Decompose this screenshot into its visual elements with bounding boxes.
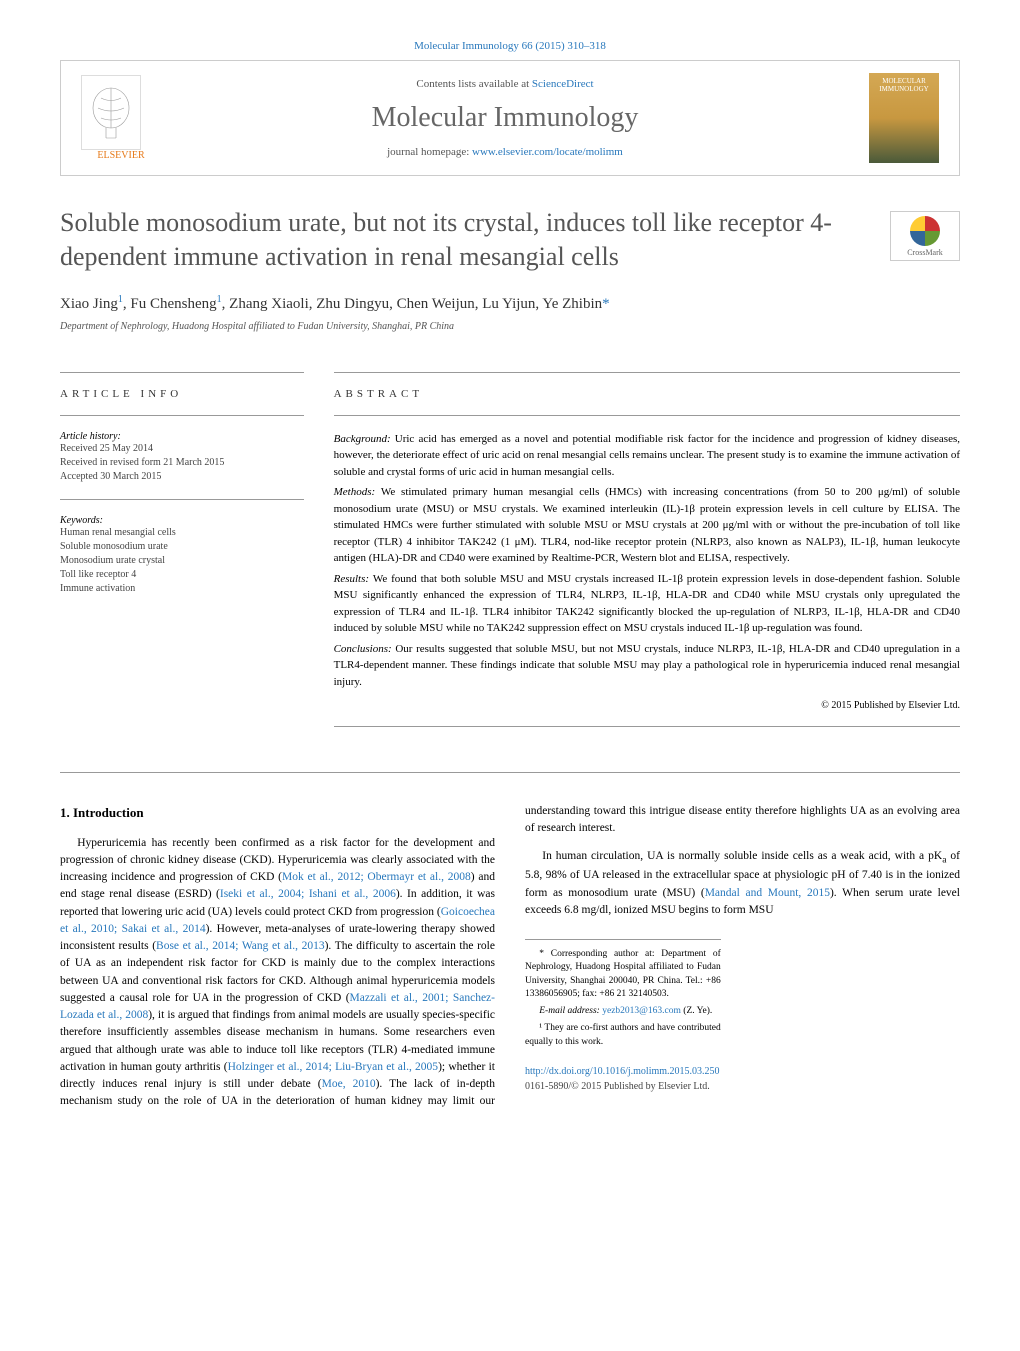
abstract-paragraph: Methods: We stimulated primary human mes… xyxy=(334,484,960,567)
keyword-item: Toll like receptor 4 xyxy=(60,568,304,582)
keyword-item: Soluble monosodium urate xyxy=(60,540,304,554)
article-title: Soluble monosodium urate, but not its cr… xyxy=(60,206,960,274)
keyword-item: Immune activation xyxy=(60,582,304,596)
keywords-label: Keywords: xyxy=(60,515,304,526)
divider xyxy=(60,415,304,416)
keyword-item: Human renal mesangial cells xyxy=(60,526,304,540)
corresponding-author-note: * Corresponding author at: Department of… xyxy=(525,948,721,1001)
divider xyxy=(60,772,960,773)
journal-cover-thumb: MOLECULAR IMMUNOLOGY xyxy=(869,73,939,163)
divider xyxy=(334,726,960,727)
divider xyxy=(60,499,304,500)
crossmark-badge[interactable]: CrossMark xyxy=(890,211,960,261)
title-section: Soluble monosodium urate, but not its cr… xyxy=(60,206,960,274)
history-label: Article history: xyxy=(60,431,304,442)
body-paragraph: In human circulation, UA is normally sol… xyxy=(525,848,960,919)
email-author: (Z. Ye). xyxy=(681,1006,712,1016)
publisher-logo-box: ELSEVIER xyxy=(81,75,161,161)
elsevier-tree-icon xyxy=(81,75,141,150)
abstract-heading: ABSTRACT xyxy=(334,388,960,400)
divider xyxy=(334,372,960,373)
divider xyxy=(60,372,304,373)
issn-line: 0161-5890/© 2015 Published by Elsevier L… xyxy=(525,1079,960,1094)
homepage-line: journal homepage: www.elsevier.com/locat… xyxy=(161,146,849,158)
homepage-text: journal homepage: xyxy=(387,146,472,158)
history-item: Accepted 30 March 2015 xyxy=(60,470,304,484)
sciencedirect-link[interactable]: ScienceDirect xyxy=(532,78,594,90)
keywords-block: Keywords: Human renal mesangial cellsSol… xyxy=(60,515,304,596)
keyword-item: Monosodium urate crystal xyxy=(60,554,304,568)
section-heading: 1. Introduction xyxy=(60,803,495,823)
abstract: ABSTRACT Background: Uric acid has emerg… xyxy=(334,357,960,743)
history-item: Received in revised form 21 March 2015 xyxy=(60,456,304,470)
journal-header: ELSEVIER Contents lists available at Sci… xyxy=(60,60,960,176)
crossmark-label: CrossMark xyxy=(907,248,943,257)
abstract-copyright: © 2015 Published by Elsevier Ltd. xyxy=(334,700,960,711)
abstract-section-label: Background: xyxy=(334,433,395,445)
abstract-section-label: Results: xyxy=(334,573,373,585)
article-info-heading: ARTICLE INFO xyxy=(60,388,304,400)
citation-link[interactable]: Molecular Immunology 66 (2015) 310–318 xyxy=(414,40,606,52)
doi-line: http://dx.doi.org/10.1016/j.molimm.2015.… xyxy=(525,1064,960,1079)
info-abstract-row: ARTICLE INFO Article history: Received 2… xyxy=(60,357,960,743)
abstract-paragraph: Results: We found that both soluble MSU … xyxy=(334,571,960,637)
email-label: E-mail address: xyxy=(539,1006,602,1016)
history-item: Received 25 May 2014 xyxy=(60,442,304,456)
two-column-body: 1. Introduction Hyperuricemia has recent… xyxy=(60,803,960,1111)
divider xyxy=(334,415,960,416)
section-number: 1. xyxy=(60,805,70,820)
contents-text: Contents lists available at xyxy=(416,78,531,90)
journal-name: Molecular Immunology xyxy=(161,102,849,134)
contents-line: Contents lists available at ScienceDirec… xyxy=(161,78,849,90)
journal-header-center: Contents lists available at ScienceDirec… xyxy=(161,78,849,158)
doi-link[interactable]: http://dx.doi.org/10.1016/j.molimm.2015.… xyxy=(525,1066,720,1077)
body-section: 1. Introduction Hyperuricemia has recent… xyxy=(60,803,960,1111)
abstract-paragraph: Background: Uric acid has emerged as a n… xyxy=(334,431,960,481)
cover-label: MOLECULAR IMMUNOLOGY xyxy=(869,73,939,93)
section-title: Introduction xyxy=(73,805,144,820)
abstract-section-label: Methods: xyxy=(334,486,381,498)
cofirst-note: ¹ They are co-first authors and have con… xyxy=(525,1022,721,1049)
crossmark-icon xyxy=(910,216,940,246)
homepage-link[interactable]: www.elsevier.com/locate/molimm xyxy=(472,146,623,158)
email-line: E-mail address: yezb2013@163.com (Z. Ye)… xyxy=(525,1005,721,1018)
abstract-section-label: Conclusions: xyxy=(334,643,396,655)
article-history: Article history: Received 25 May 2014Rec… xyxy=(60,431,304,484)
footnotes: * Corresponding author at: Department of… xyxy=(525,939,721,1049)
citation-bar: Molecular Immunology 66 (2015) 310–318 xyxy=(60,40,960,52)
author-list: Xiao Jing1, Fu Chensheng1, Zhang Xiaoli,… xyxy=(60,294,960,313)
email-link[interactable]: yezb2013@163.com xyxy=(602,1006,681,1016)
affiliation: Department of Nephrology, Huadong Hospit… xyxy=(60,321,960,332)
publisher-name: ELSEVIER xyxy=(81,150,161,161)
article-info: ARTICLE INFO Article history: Received 2… xyxy=(60,357,304,743)
abstract-paragraph: Conclusions: Our results suggested that … xyxy=(334,641,960,691)
